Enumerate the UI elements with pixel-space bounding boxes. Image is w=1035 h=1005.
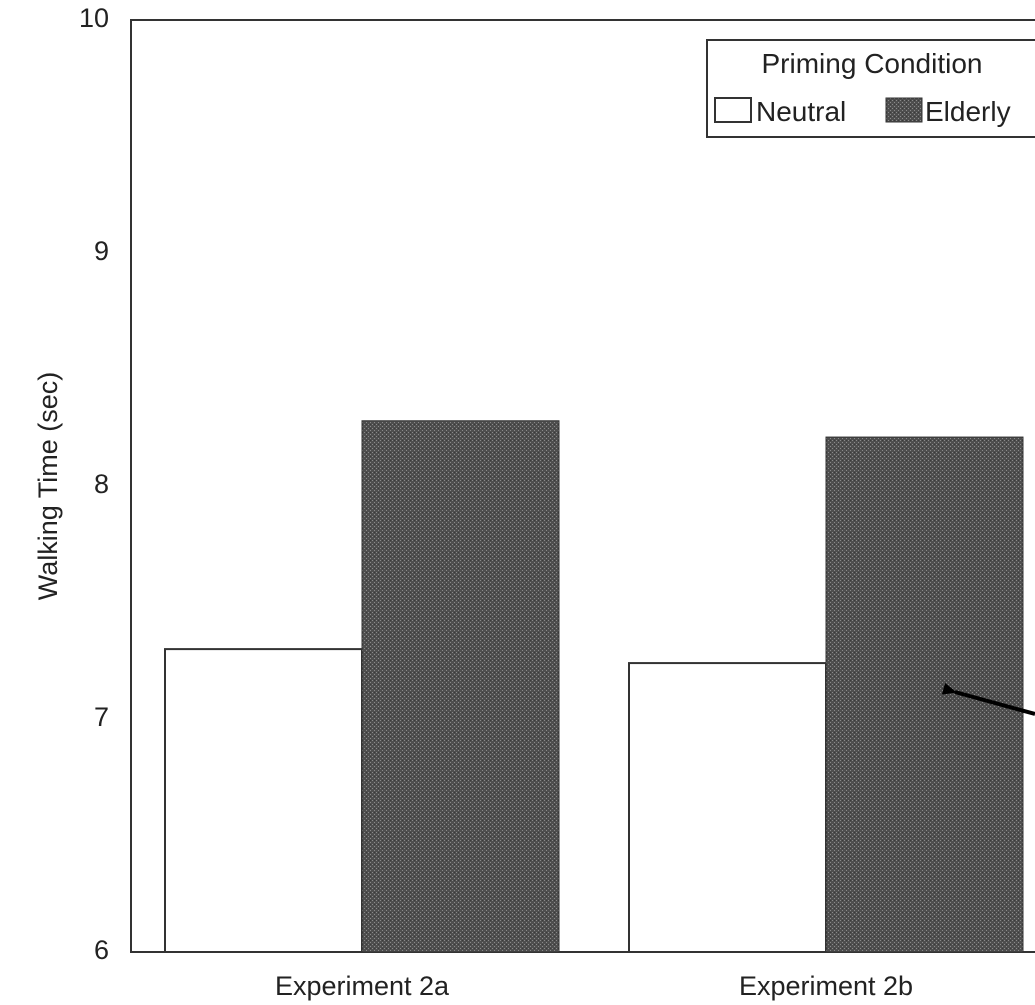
legend-title: Priming Condition (762, 48, 983, 79)
bar-neutral-experiment-2a (164, 648, 363, 953)
legend-label-elderly: Elderly (925, 96, 1011, 127)
y-tick-label-6: 6 (94, 935, 109, 965)
y-axis-title: Walking Time (sec) (33, 372, 63, 601)
category-label-experiment-2a: Experiment 2a (275, 971, 450, 1001)
bars (164, 420, 1024, 954)
legend-swatch-neutral (714, 97, 752, 123)
y-tick-label-7: 7 (94, 702, 109, 732)
legend-box (706, 39, 1035, 138)
bar-elderly-experiment-2b (825, 436, 1024, 953)
y-tick-label-8: 8 (94, 469, 109, 499)
legend-swatch-elderly (885, 97, 923, 123)
y-tick-label-9: 9 (94, 236, 109, 266)
y-tick-label-10: 10 (79, 3, 109, 33)
bar-neutral-experiment-2b (628, 662, 827, 954)
legend: Priming Condition Neutral Elderly (706, 39, 1035, 138)
annotation-arrow (941, 683, 1035, 716)
plot-frame (130, 19, 1035, 953)
y-axis-ticks: 6 7 8 9 10 (79, 3, 109, 965)
legend-label-neutral: Neutral (756, 96, 846, 127)
bar-elderly-experiment-2a (361, 420, 560, 953)
category-label-experiment-2b: Experiment 2b (739, 971, 913, 1001)
